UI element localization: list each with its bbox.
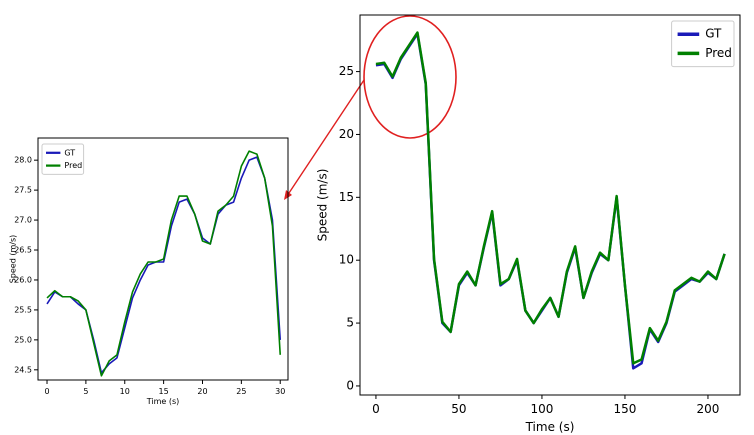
legend-box (41, 143, 85, 175)
y-tick-label: 27.0 (14, 216, 32, 225)
x-tick-label: 150 (614, 402, 637, 416)
x-tick-label: 20 (197, 387, 207, 396)
y-tick-label: 28.0 (14, 156, 32, 165)
series-line (375, 32, 726, 370)
x-tick-label: 25 (236, 387, 246, 396)
series-line (375, 31, 726, 365)
x-tick-label: 30 (275, 387, 285, 396)
y-tick-label: 25.0 (14, 335, 32, 344)
legend-box (671, 20, 735, 68)
x-tick-label: 0 (372, 402, 380, 416)
plot-frame (37, 137, 289, 381)
y-tick-label: 15 (339, 190, 354, 204)
plot-frame (359, 14, 741, 396)
y-tick-label: 26.0 (14, 275, 32, 284)
x-tick-label: 50 (451, 402, 466, 416)
y-tick-label: 27.5 (14, 186, 32, 195)
x-tick-label: 10 (120, 387, 130, 396)
highlight-circle (363, 15, 457, 139)
series-line (46, 150, 282, 377)
y-tick-label: 24.5 (14, 365, 32, 374)
y-tick-label: 25.5 (14, 305, 32, 314)
x-tick-label: 200 (697, 402, 720, 416)
x-axis-label: Time (s) (146, 397, 180, 406)
x-axis-label: Time (s) (525, 420, 575, 434)
x-tick-label: 5 (83, 387, 88, 396)
x-tick-label: 15 (159, 387, 169, 396)
y-tick-label: 26.5 (14, 246, 32, 255)
legend-label: GT (64, 148, 75, 157)
x-tick-label: 100 (530, 402, 553, 416)
y-tick-label: 10 (339, 253, 354, 267)
zoom-arrow (286, 79, 365, 197)
y-axis-label: Speed (m/s) (9, 235, 18, 284)
x-tick-label: 0 (44, 387, 49, 396)
y-tick-label: 5 (346, 316, 354, 330)
y-tick-label: 25 (339, 64, 354, 78)
y-tick-label: 0 (346, 378, 354, 392)
legend-label: Pred (64, 161, 82, 170)
legend-label: GT (705, 27, 722, 41)
series-line (46, 156, 282, 374)
legend-label: Pred (705, 46, 732, 60)
y-tick-label: 20 (339, 127, 354, 141)
y-axis-label: Speed (m/s) (315, 169, 329, 242)
